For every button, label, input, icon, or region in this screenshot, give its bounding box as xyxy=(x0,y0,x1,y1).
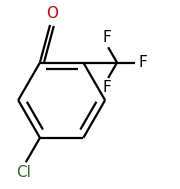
Text: F: F xyxy=(138,55,147,70)
Text: F: F xyxy=(103,30,112,45)
Text: F: F xyxy=(103,80,112,95)
Text: Cl: Cl xyxy=(17,165,31,180)
Text: O: O xyxy=(46,5,58,21)
